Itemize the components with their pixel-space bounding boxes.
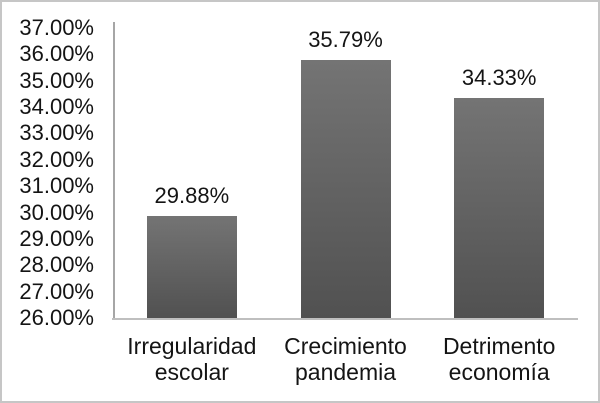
y-axis-tick-label: 31.00% [19, 173, 94, 199]
y-axis-tick-label: 37.00% [19, 15, 94, 40]
category-label: Crecimiento pandemia [284, 333, 407, 385]
bar-value-label: 29.88% [154, 182, 230, 208]
x-axis-line [112, 318, 578, 320]
y-axis-tick-label: 35.00% [19, 67, 94, 93]
y-axis-tick-label: 28.00% [19, 252, 94, 278]
y-axis-tick-label: 34.00% [19, 94, 94, 120]
y-axis-tick-label: 27.00% [19, 278, 94, 304]
y-axis-tick-label: 30.00% [19, 199, 94, 225]
bar [454, 98, 545, 318]
y-axis-tick-label: 29.00% [19, 225, 94, 251]
category-label: Irregularidad escolar [127, 333, 257, 385]
plot-area: 29.88% 35.79% 34.33% [115, 27, 576, 318]
bar-value-label: 34.33% [461, 65, 537, 91]
bar [146, 215, 237, 318]
y-axis-tick-label: 36.00% [19, 41, 94, 67]
bar-slot: 34.33% [422, 28, 576, 318]
bar [300, 59, 391, 318]
bar-slot: 29.88% [115, 28, 269, 318]
y-axis-tick-label: 32.00% [19, 146, 94, 172]
y-axis-tick-label: 33.00% [19, 120, 94, 146]
bar-slot: 35.79% [269, 27, 423, 318]
y-axis-line [113, 22, 115, 319]
x-axis-labels: Irregularidad escolar Crecimiento pandemi… [115, 333, 576, 385]
bar-value-label: 35.79% [308, 26, 383, 52]
y-axis-labels: 37.00% 36.00% 35.00% 34.00% 33.00% 32.00% 31.0… [0, 16, 94, 330]
y-axis-tick-label: 26.00% [19, 305, 94, 330]
category-label: Detrimento economía [442, 333, 556, 385]
